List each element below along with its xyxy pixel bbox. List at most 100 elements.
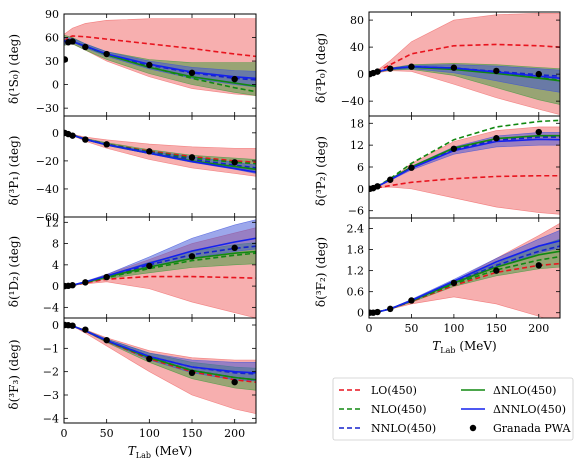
x-tick-label: 0 [366,322,373,335]
pwa-point [408,297,415,304]
y-tick-label: −4 [43,412,59,425]
pwa-point [493,267,500,274]
band-lo-450- [369,222,560,318]
y-tick-label: 90 [45,8,59,21]
pwa-point [69,282,76,289]
band-nnlo-450- [369,64,560,93]
y-tick-label: 4 [52,259,59,272]
pwa-point [493,67,500,75]
y-tick-label: 6 [357,161,364,174]
series-nlo450 [64,39,256,93]
y-tick-label: 30 [45,55,59,68]
plot-area-3P2 [369,119,560,215]
y-tick-label: −2 [43,366,59,379]
y-tick-label: −20 [36,155,59,168]
series-nnlo450 [64,39,256,81]
y-tick-label: 0 [357,183,364,196]
pwa-point [231,159,238,166]
pwa-point [188,369,196,377]
pwa-point [146,61,153,69]
x-tick-label: 50 [100,427,114,440]
pwa-point [387,65,394,72]
pwa-point [535,128,542,136]
pwa-point [146,262,153,270]
y-tick-label: 1.2 [347,265,365,278]
panel-3P0: −40 0 40 80 δ(³P₀) (deg) [314,11,561,117]
legend-box [332,377,574,441]
pwa-point [146,355,153,363]
panel-3P2: −6 0 6 12 18 δ(³P₂) (deg) [314,115,561,219]
pwa-point [82,279,89,286]
y-tick-label: 80 [350,14,364,27]
pwa-point [535,262,542,269]
pwa-point [82,326,89,333]
panel-1D2: −4 0 4 8 12 δ(¹D₂) (deg) [7,216,257,319]
y-tick-label: −40 [36,183,59,196]
y-axis-label: δ(³P₀) (deg) [314,33,328,103]
panel-frame [63,317,257,424]
pwa-point [387,176,394,183]
plot-area-3P0 [369,13,560,115]
y-tick-label: 40 [350,41,364,54]
pwa-point [493,135,500,142]
plot-area-3F3 [64,321,256,414]
pwa-point [408,164,415,171]
pwa-point [103,50,110,58]
pwa-point [231,75,238,83]
panel-1S0: −30 0 30 60 90 δ(¹S₀) (deg) [7,8,257,117]
y-axis-label: δ(¹S₀) (deg) [7,34,21,104]
x-tick-label: 150 [486,322,507,335]
y-tick-label: 2.4 [347,223,365,236]
y-tick-label: 60 [45,32,59,45]
pwa-point [146,148,153,155]
legend: LO(450) ΔNLO(450) NLO(450) ΔNNLO(450) NNLO(4… [332,377,574,441]
x-tick-label: 150 [182,427,203,440]
y-tick-label: −4 [43,301,59,314]
x-axis-label: TLab (MeV) [432,339,496,355]
y-tick-label: 0.6 [347,286,365,299]
pwa-point [188,253,196,260]
y-tick-label: 0 [52,280,59,293]
y-tick-label: 0 [52,319,59,332]
x-tick-label: 100 [139,427,160,440]
pwa-point [82,136,89,143]
y-tick-label: 12 [350,139,364,152]
legend-nlo450-label: NLO(450) [371,403,427,416]
panel-3F2: 0 0.6 1.2 1.8 2.4 0 50 100 150 200 δ(³F₂) (deg) TLa… [314,217,561,355]
series-lo450 [64,35,256,58]
pwa-point [450,279,458,287]
pwa-point [374,68,381,75]
panel-frame [368,217,561,319]
pwa-point [82,43,89,51]
legend-lo450-label: LO(450) [371,384,417,397]
x-tick-label: 200 [224,427,245,440]
pwa-point [231,378,238,386]
plot-area-1D2 [64,219,256,318]
x-tick-label: 100 [443,322,464,335]
pwa-point [374,308,381,316]
y-tick-label: −40 [341,95,364,108]
y-tick-label: 0 [357,307,364,320]
plot-area-1S0 [64,18,256,96]
legend-nnlo450-label: NNLO(450) [371,422,436,435]
x-tick-label: 0 [61,427,68,440]
plot-area-3P1 [64,129,256,177]
y-tick-label: −6 [348,205,364,218]
legend-granadapwa-marker [469,424,477,432]
y-tick-label: 1.8 [347,244,365,257]
pwa-point [69,38,76,45]
y-axis-label: δ(¹D₂) (deg) [7,236,21,307]
band-lo-450- [64,324,256,414]
y-tick-label: −60 [36,211,59,224]
y-tick-label: −30 [36,102,59,115]
pwa-point [450,64,458,71]
y-axis-label: δ(³P₂) (deg) [314,136,328,206]
legend-delta-nnlo450-label: ΔNNLO(450) [493,403,566,416]
y-axis-label: δ(³F₂) (deg) [314,237,328,307]
y-tick-label: 0 [357,68,364,81]
pwa-point [188,69,196,77]
pwa-point [535,70,542,78]
y-tick-label: 0 [52,79,59,92]
pwa-point [103,273,110,281]
pwa-point [188,154,196,161]
